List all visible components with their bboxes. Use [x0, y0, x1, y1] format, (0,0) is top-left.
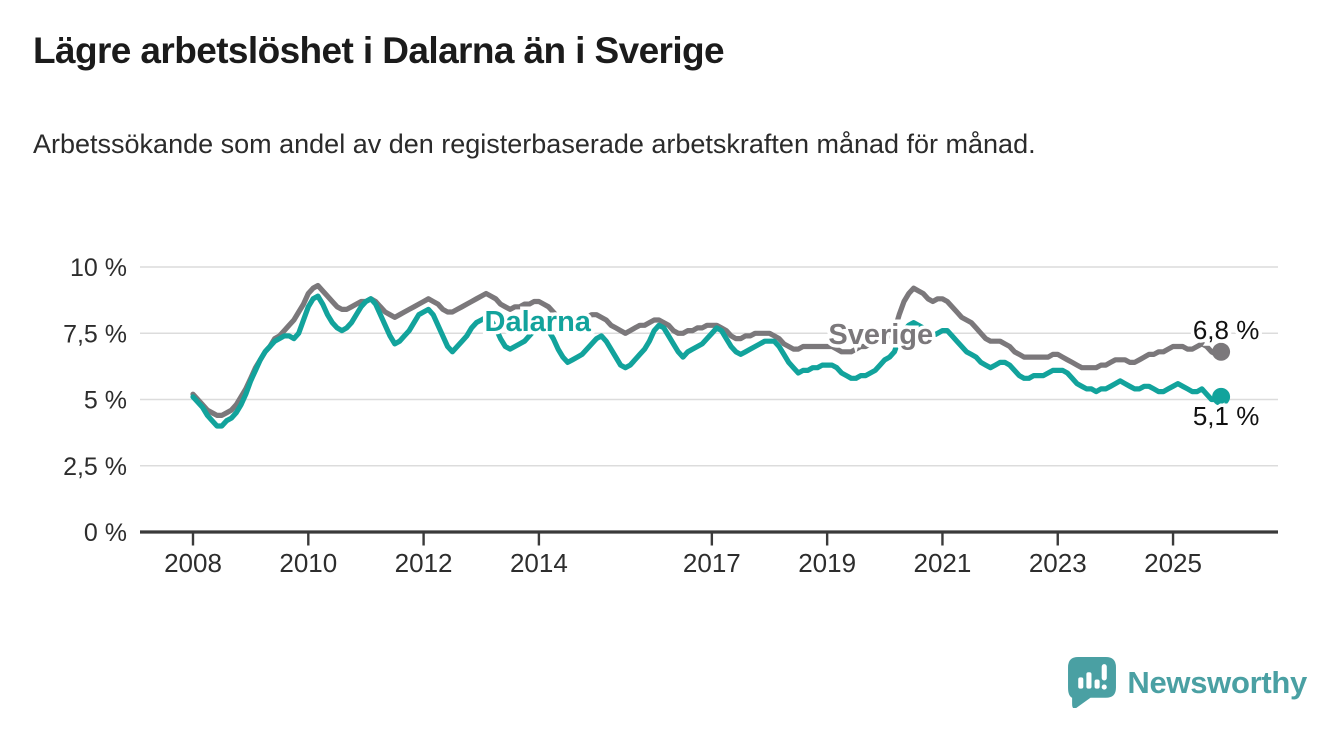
x-axis-tick-label: 2008 — [164, 548, 222, 578]
dalarna-end-dot — [1212, 387, 1231, 406]
sverige-series-label: Sverige — [828, 319, 933, 351]
x-axis-tick-label: 2010 — [279, 548, 337, 578]
newsworthy-logo-icon — [1068, 657, 1117, 708]
sverige-end-dot — [1212, 342, 1231, 361]
page-title: Lägre arbetslöshet i Dalarna än i Sverig… — [33, 30, 725, 71]
unemployment-line-chart: 0 % 2,5 % 5 % 7,5 % 10 % 2008 2010 2012 2014 2017… — [63, 254, 1278, 578]
x-axis-tick-label: 2025 — [1144, 548, 1202, 578]
y-axis-tick-label: 7,5 % — [63, 320, 127, 348]
newsworthy-brand: Newsworthy — [1068, 657, 1307, 708]
y-axis-tick-label: 2,5 % — [63, 453, 127, 481]
y-axis-tick-label: 0 % — [84, 519, 127, 547]
y-axis-tick-label: 5 % — [84, 387, 127, 415]
x-axis-tick-label: 2012 — [395, 548, 453, 578]
x-axis-tick-label: 2014 — [510, 548, 568, 578]
newsworthy-brand-name: Newsworthy — [1127, 664, 1307, 700]
dalarna-line — [190, 293, 1224, 429]
sverige-line — [190, 282, 1224, 418]
x-axis-tick-label: 2017 — [683, 548, 741, 578]
x-axis-tick-label: 2019 — [798, 548, 856, 578]
dalarna-end-value-label: 5,1 % — [1193, 401, 1260, 431]
x-axis-tick-label: 2021 — [914, 548, 972, 578]
sverige-end-value-label: 6,8 % — [1193, 315, 1260, 345]
x-axis-tick-label: 2023 — [1029, 548, 1087, 578]
dalarna-series-label: Dalarna — [485, 306, 592, 338]
chart-subtitle: Arbetssökande som andel av den registerb… — [33, 129, 1036, 159]
y-axis-tick-label: 10 % — [70, 254, 127, 282]
